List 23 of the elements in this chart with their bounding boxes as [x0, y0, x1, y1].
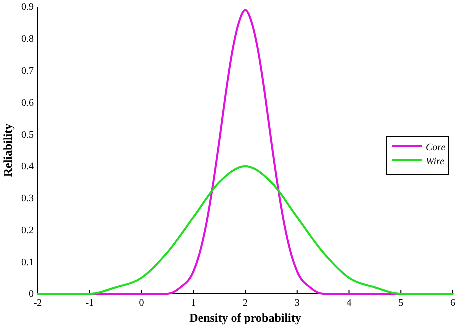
y-tick-label: 0.7: [22, 66, 34, 77]
y-tick-label: 0.6: [22, 98, 34, 109]
y-tick-label: 0.9: [22, 2, 34, 14]
x-tick-label: 6: [450, 298, 456, 310]
y-tick-label: 0.5: [22, 130, 34, 141]
y-tick-label: 0.2: [22, 225, 34, 236]
y-axis-title: Reliability: [1, 124, 15, 178]
legend-label: Core: [426, 142, 446, 154]
x-tick-label: -2: [34, 298, 42, 310]
y-tick-label: 0: [29, 289, 34, 300]
x-axis-title: Density of probability: [190, 311, 302, 325]
y-tick-label: 0.4: [22, 162, 34, 173]
x-tick-label: -1: [86, 298, 94, 310]
legend-label: Wire: [426, 156, 446, 168]
x-tick-label: 3: [294, 298, 300, 310]
y-tick-label: 0.8: [22, 34, 34, 46]
x-tick-label: 2: [243, 298, 248, 310]
x-tick-label: 0: [139, 298, 144, 310]
y-tick-label: 0.3: [22, 194, 34, 205]
y-tick-label: 0.1: [22, 257, 34, 268]
x-tick-label: 1: [191, 298, 196, 310]
x-tick-label: 5: [398, 298, 404, 310]
x-tick-label: 4: [346, 298, 352, 310]
